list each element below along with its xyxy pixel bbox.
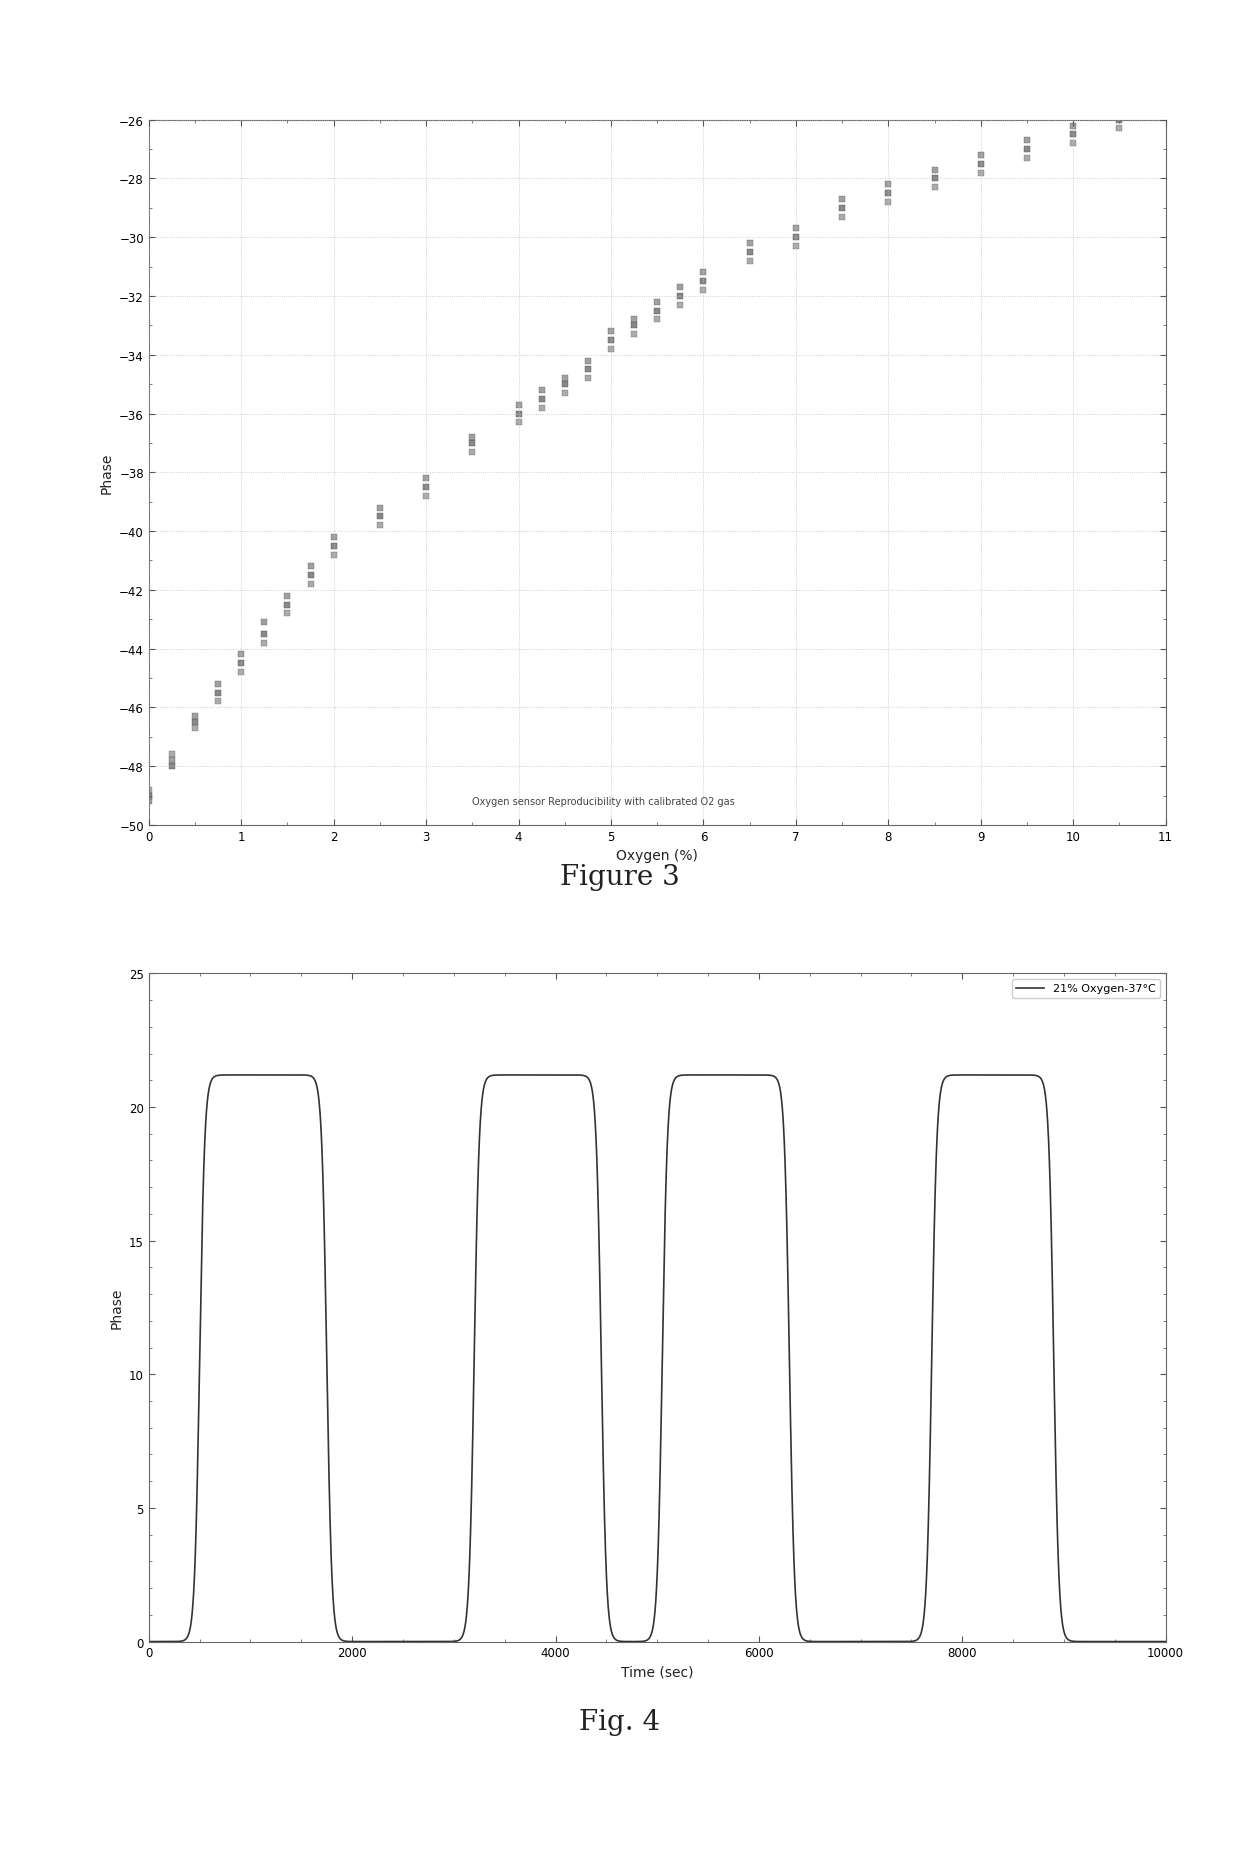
Text: Fig. 4: Fig. 4 [579,1708,661,1734]
Y-axis label: Phase: Phase [109,1287,124,1328]
Text: Figure 3: Figure 3 [560,864,680,890]
X-axis label: Oxygen (%): Oxygen (%) [616,850,698,863]
Y-axis label: Phase: Phase [99,453,114,493]
Text: Oxygen sensor Reproducibility with calibrated O2 gas: Oxygen sensor Reproducibility with calib… [472,798,735,807]
X-axis label: Time (sec): Time (sec) [621,1666,693,1679]
Legend: 21% Oxygen-37°C: 21% Oxygen-37°C [1012,979,1161,998]
